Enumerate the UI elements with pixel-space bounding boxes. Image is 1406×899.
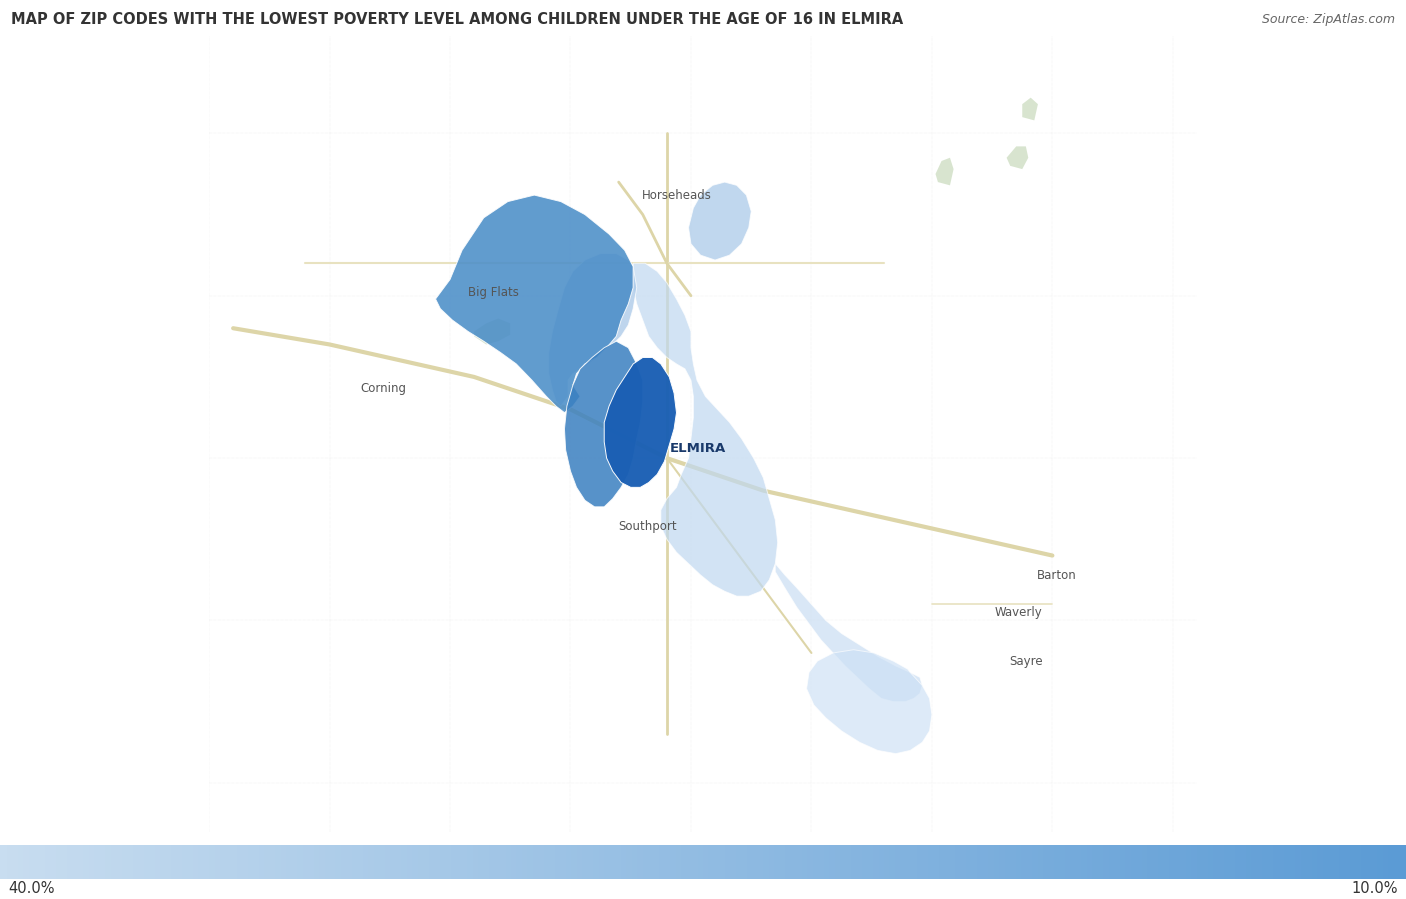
Polygon shape [775,564,922,702]
Polygon shape [1007,147,1028,169]
Text: 10.0%: 10.0% [1351,881,1398,896]
Polygon shape [935,157,953,185]
Polygon shape [436,195,633,413]
Text: Waverly: Waverly [995,606,1042,619]
Text: Horseheads: Horseheads [641,189,711,201]
Text: MAP OF ZIP CODES WITH THE LOWEST POVERTY LEVEL AMONG CHILDREN UNDER THE AGE OF 1: MAP OF ZIP CODES WITH THE LOWEST POVERTY… [11,12,904,27]
Polygon shape [1022,98,1038,120]
Text: Big Flats: Big Flats [468,286,519,299]
Polygon shape [689,182,751,260]
Polygon shape [605,358,676,487]
Polygon shape [474,318,510,344]
Polygon shape [564,342,643,507]
Text: Corning: Corning [361,382,406,395]
Text: Southport: Southport [619,520,676,533]
Text: ELMIRA: ELMIRA [671,442,727,455]
Polygon shape [807,650,932,753]
Polygon shape [548,254,637,406]
Text: Sayre: Sayre [1010,654,1043,668]
Text: Barton: Barton [1038,568,1077,582]
Text: 40.0%: 40.0% [8,881,55,896]
Polygon shape [633,263,778,596]
Text: Source: ZipAtlas.com: Source: ZipAtlas.com [1261,13,1395,26]
